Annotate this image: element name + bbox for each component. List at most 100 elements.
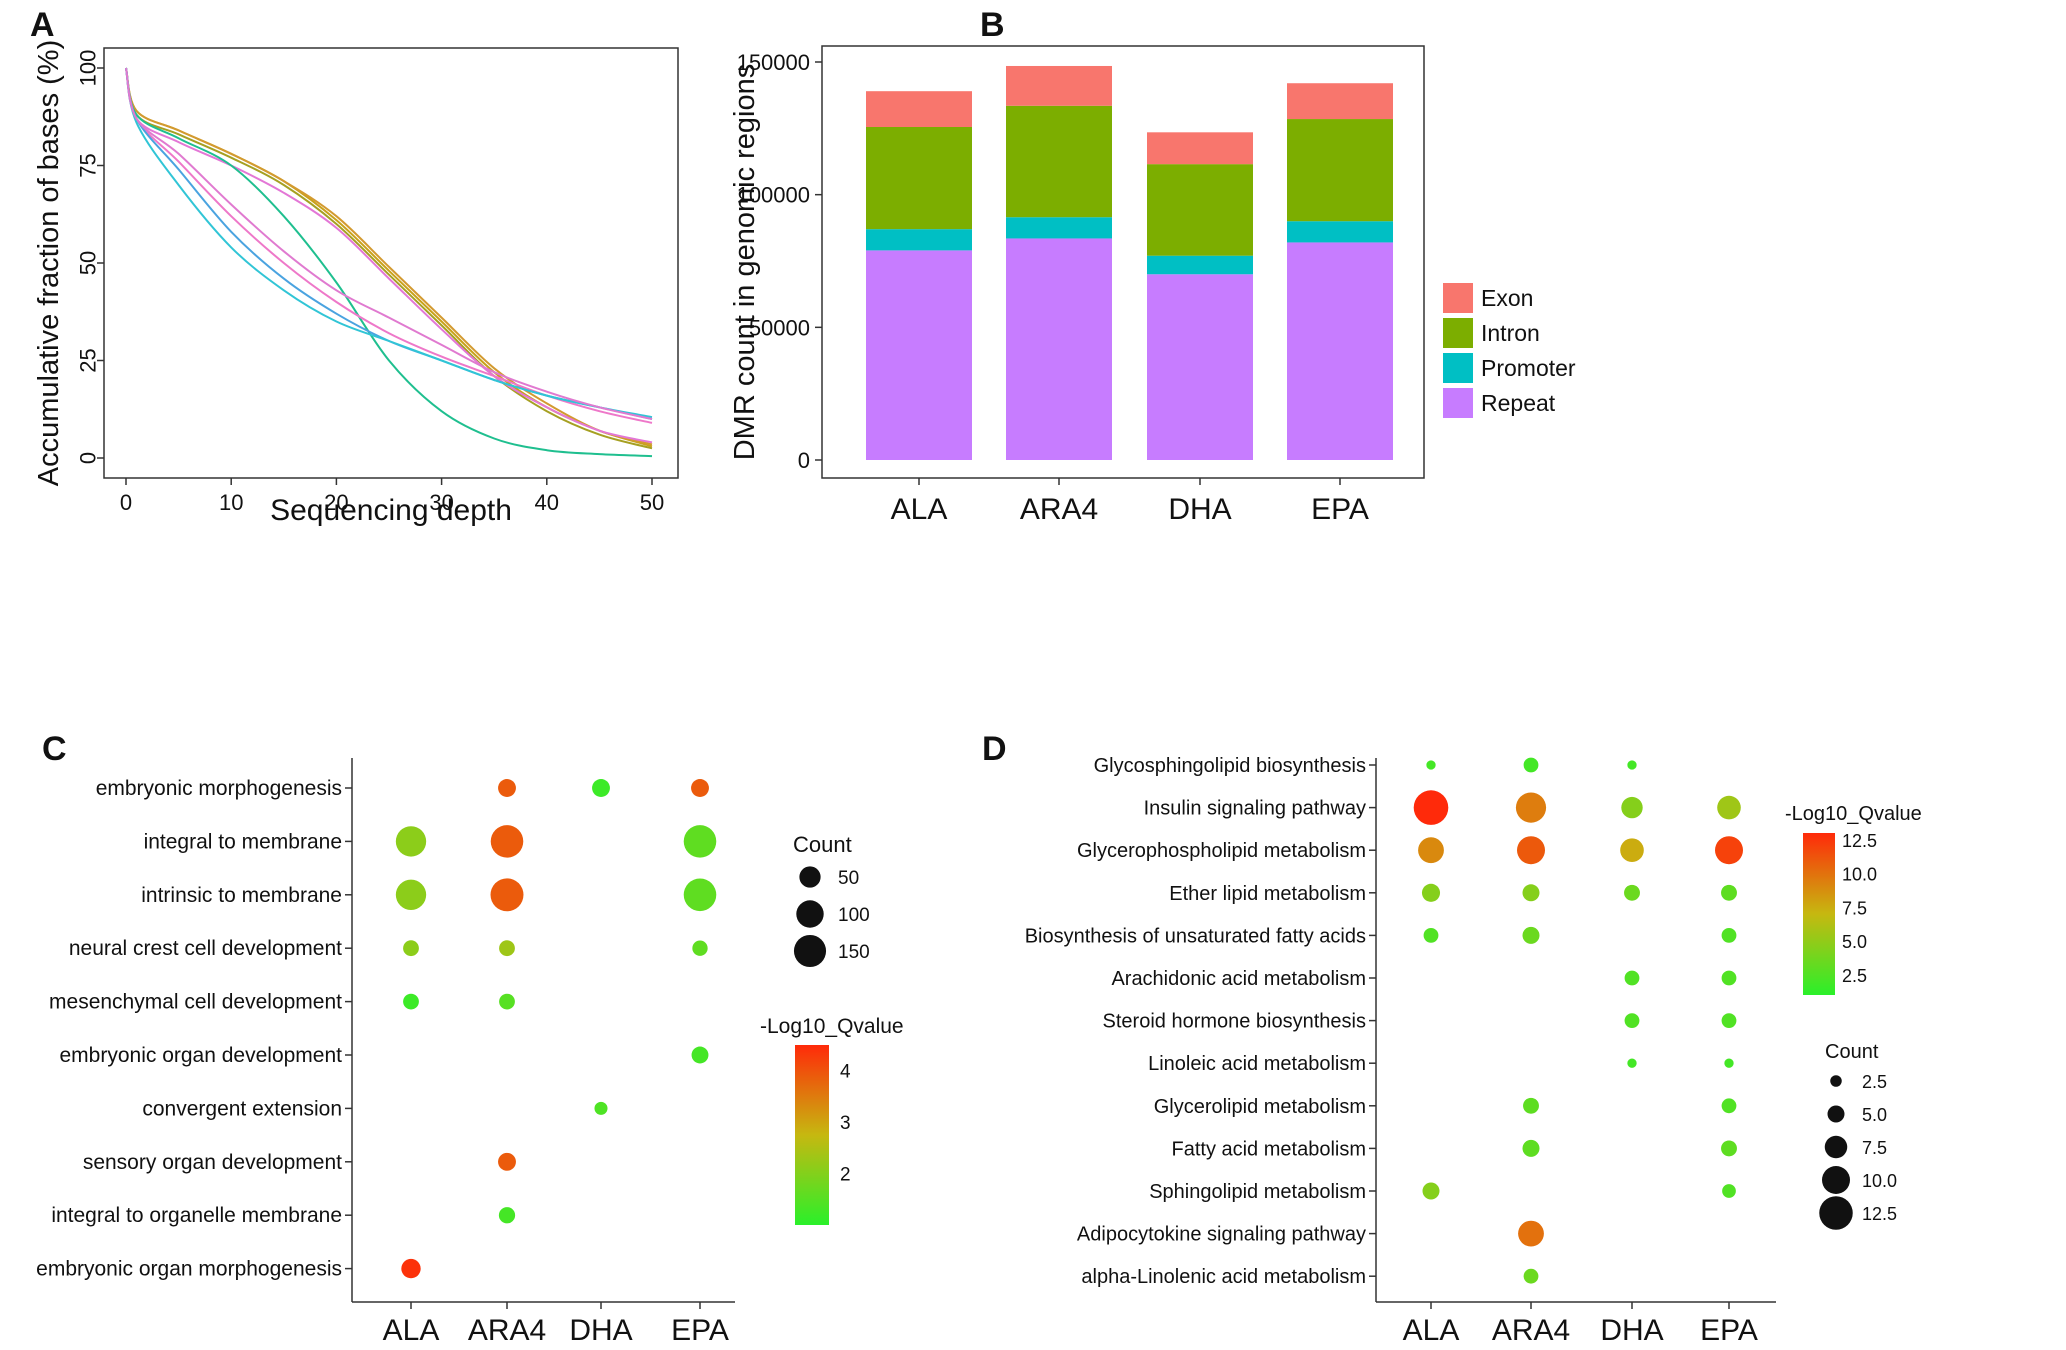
- bubble-point: [1523, 757, 1539, 773]
- bar-segment-promoter: [866, 229, 972, 251]
- term-label: embryonic organ morphogenesis: [36, 1258, 342, 1281]
- legend-label-promoter: Promoter: [1481, 355, 1576, 381]
- bubble-point: [1624, 970, 1640, 986]
- term-label: Insulin signaling pathway: [1144, 798, 1366, 820]
- color-legend-label: 4: [840, 1062, 851, 1083]
- x-tick-label: DHA: [1600, 1314, 1663, 1347]
- x-tick-label: ALA: [1403, 1314, 1460, 1347]
- x-tick-label: ALA: [383, 1314, 440, 1347]
- color-legend-title: -Log10_Qvalue: [760, 1015, 904, 1038]
- color-legend-label: 12.5: [1842, 831, 1877, 851]
- color-legend-label: 5.0: [1842, 932, 1867, 952]
- size-legend-dot: [1822, 1166, 1850, 1194]
- x-tick-label: ARA4: [1492, 1314, 1570, 1347]
- term-label: convergent extension: [142, 1097, 342, 1120]
- bar-segment-repeat: [866, 250, 972, 460]
- bubble-point: [403, 993, 419, 1010]
- y-tick-label: 50: [76, 251, 101, 275]
- size-legend-dot: [1819, 1196, 1853, 1230]
- panel-a-line-chart: 0 10 20 30 40 50 0 25 50 75 100 Sequencing depth Acc…: [33, 40, 679, 527]
- term-label: Glycerolipid metabolism: [1154, 1096, 1366, 1118]
- bubble-point: [490, 825, 524, 858]
- x-axis-label: Sequencing depth: [270, 494, 512, 527]
- size-legend-label: 50: [838, 868, 859, 889]
- size-legend-title: Count: [793, 832, 852, 857]
- bar-segment-intron: [1287, 119, 1393, 222]
- bar-segment-promoter: [1006, 217, 1112, 239]
- size-legend-label: 7.5: [1862, 1138, 1887, 1158]
- bar-segment-exon: [1006, 65, 1112, 106]
- bubble-point: [403, 940, 419, 957]
- bubble-point: [1423, 928, 1439, 943]
- bar-segment-repeat: [1287, 242, 1393, 460]
- bar-segment-exon: [866, 91, 972, 128]
- term-label: Fatty acid metabolism: [1171, 1138, 1366, 1160]
- size-legend-dot: [1830, 1075, 1842, 1087]
- bubble-point: [1627, 760, 1637, 770]
- legend-swatch-exon: [1443, 283, 1473, 313]
- bubble-point: [395, 826, 427, 857]
- bubble-point: [1721, 928, 1737, 943]
- bubble-point: [1523, 1268, 1539, 1284]
- term-label: Adipocytokine signaling pathway: [1077, 1224, 1366, 1246]
- series-line-sample-5: [125, 67, 653, 458]
- bubble-point: [1426, 760, 1436, 770]
- size-legend-label: 100: [838, 905, 870, 926]
- term-label: Biosynthesis of unsaturated fatty acids: [1025, 925, 1366, 947]
- legend-swatch-intron: [1443, 318, 1473, 348]
- size-legend-label: 150: [838, 942, 870, 963]
- x-tick-label: 20: [324, 490, 348, 515]
- panel-label-c: C: [42, 730, 67, 768]
- y-tick-label: 100000: [737, 183, 810, 208]
- bubble-point: [1523, 1097, 1539, 1114]
- term-label: Sphingolipid metabolism: [1149, 1181, 1366, 1203]
- bubble-point: [1413, 790, 1449, 825]
- bubble-point: [683, 878, 717, 912]
- bubble-point: [1721, 1140, 1737, 1157]
- bar-segment-intron: [1147, 164, 1253, 256]
- series-line-sample-8: [125, 67, 653, 419]
- x-tick-label: ALA: [891, 493, 948, 526]
- bubble-point: [1522, 884, 1540, 902]
- y-tick-label: 25: [76, 348, 101, 372]
- x-tick-label: 0: [120, 490, 132, 515]
- y-tick-label: 0: [798, 448, 810, 473]
- bubble-point: [395, 879, 427, 910]
- size-legend-dot: [1824, 1135, 1848, 1159]
- x-tick-label: ARA4: [1020, 493, 1098, 526]
- panel-c-bubble-chart: embryonic morphogenesis integral to membr…: [36, 758, 904, 1347]
- y-tick-label: 75: [76, 153, 101, 177]
- bubble-point: [1624, 884, 1640, 901]
- x-tick-label: DHA: [569, 1314, 632, 1347]
- term-label: Glycosphingolipid biosynthesis: [1094, 755, 1366, 777]
- panel-label-a: A: [30, 6, 55, 44]
- bar-segment-intron: [866, 127, 972, 230]
- bubble-point: [592, 779, 610, 797]
- bubble-point: [1515, 792, 1547, 823]
- color-legend-label: 10.0: [1842, 865, 1877, 885]
- bubble-point: [498, 779, 516, 797]
- series-line-sample-4: [125, 67, 653, 444]
- bar-segment-repeat: [1006, 238, 1112, 460]
- term-label: intrinsic to membrane: [141, 884, 342, 907]
- bubble-point: [1422, 1182, 1440, 1200]
- term-label: embryonic organ development: [60, 1044, 343, 1067]
- size-legend-label: 5.0: [1862, 1105, 1887, 1125]
- x-tick-label: EPA: [671, 1314, 729, 1347]
- bubble-point: [498, 1152, 516, 1171]
- bubble-point: [1724, 1058, 1734, 1068]
- term-label: Glycerophospholipid metabolism: [1077, 840, 1366, 862]
- size-legend-label: 10.0: [1862, 1171, 1897, 1191]
- x-tick-label: EPA: [1700, 1314, 1758, 1347]
- color-legend-label: 2: [840, 1165, 851, 1186]
- size-legend-label: 12.5: [1862, 1204, 1897, 1224]
- term-label: alpha-Linolenic acid metabolism: [1081, 1266, 1366, 1288]
- legend-label-repeat: Repeat: [1481, 390, 1556, 416]
- bubble-point: [1715, 836, 1743, 865]
- x-tick-label: 10: [219, 490, 243, 515]
- term-label: Steroid hormone biosynthesis: [1103, 1011, 1366, 1033]
- bubble-point: [1721, 884, 1737, 901]
- series-line-sample-9: [125, 67, 653, 420]
